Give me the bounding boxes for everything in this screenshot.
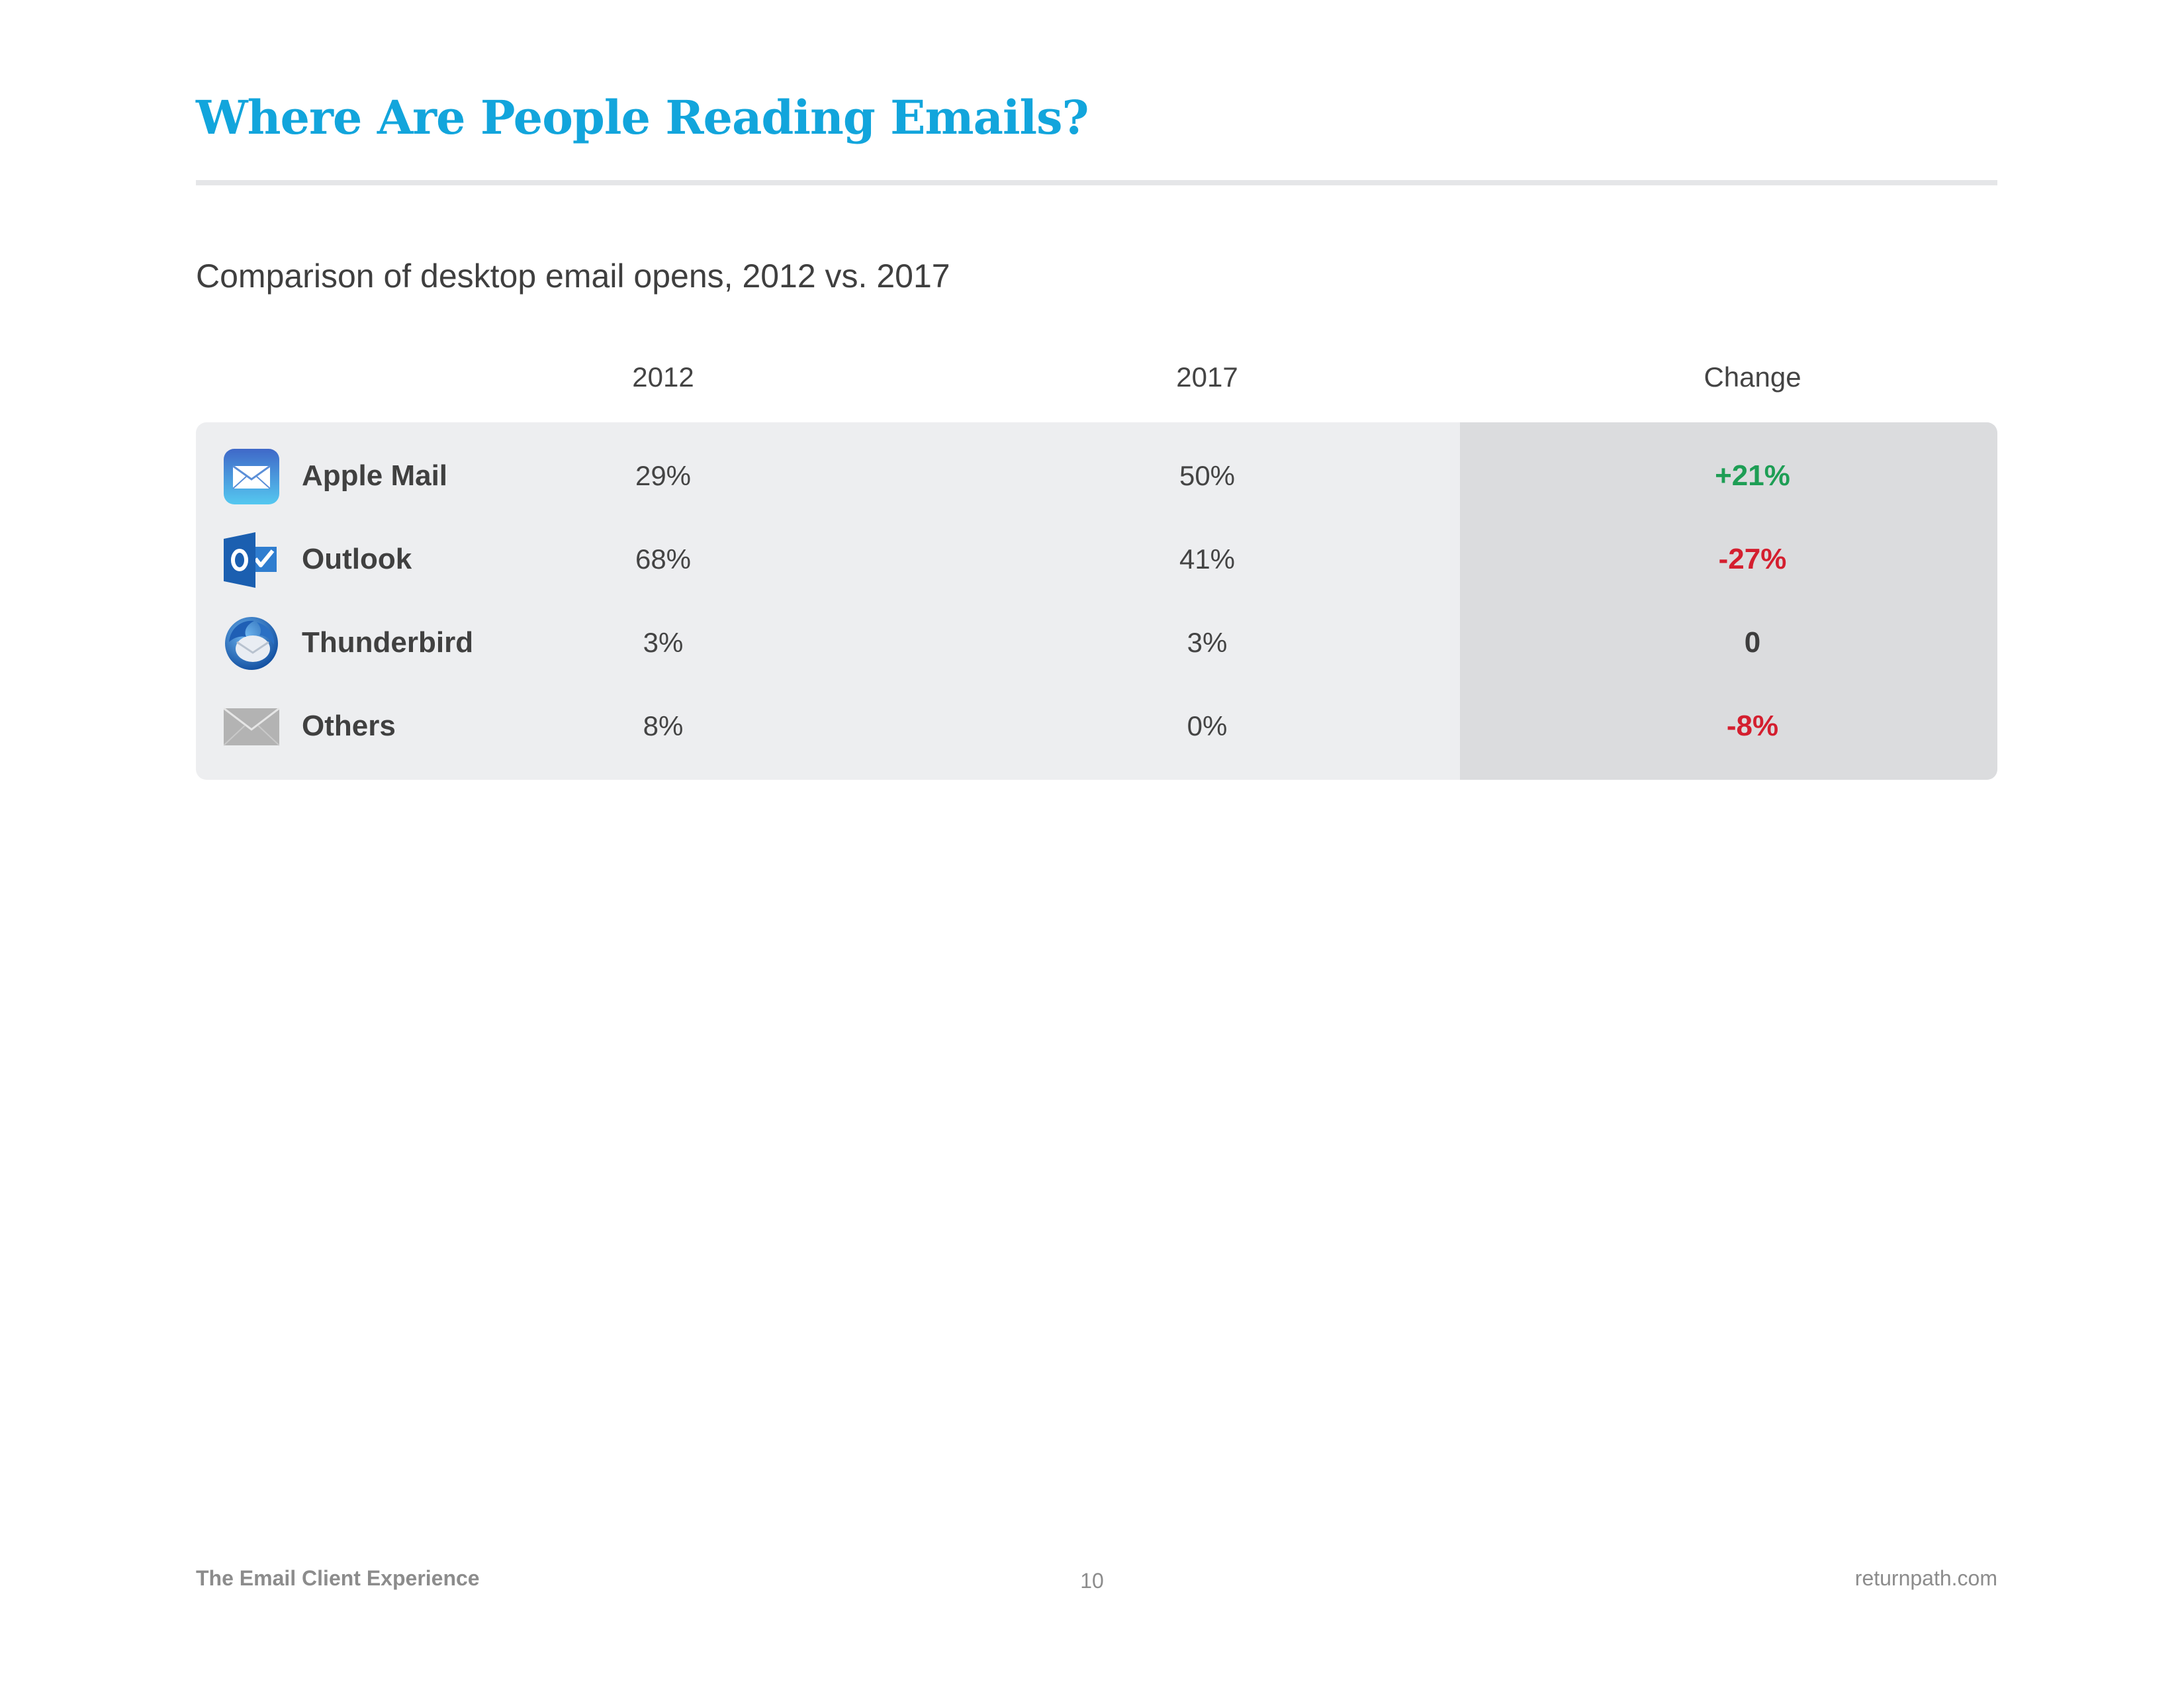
table-row-apple-mail: Apple Mail 29% 50% +21% xyxy=(196,434,1997,518)
change-value: -8% xyxy=(1726,710,1779,742)
comparison-table: Apple Mail 29% 50% +21% Outlook 68% 41% … xyxy=(196,422,1997,780)
client-name: Thunderbird xyxy=(302,626,474,659)
table-row-outlook: Outlook 68% 41% -27% xyxy=(196,518,1997,601)
value-2017: 0% xyxy=(1187,710,1228,741)
table-row-others: Others 8% 0% -8% xyxy=(196,684,1997,768)
outlook-icon xyxy=(224,532,279,588)
title-divider xyxy=(196,180,1997,185)
change-value: 0 xyxy=(1744,626,1761,659)
table-subtitle: Comparison of desktop email opens, 2012 … xyxy=(196,258,950,295)
value-2012: 3% xyxy=(643,627,684,658)
value-2012: 68% xyxy=(635,543,692,575)
table-row-thunderbird: Thunderbird 3% 3% 0 xyxy=(196,601,1997,684)
column-header-2017: 2017 xyxy=(1176,361,1238,393)
apple-mail-icon xyxy=(224,449,279,504)
value-2012: 29% xyxy=(635,460,692,491)
client-name: Others xyxy=(302,710,396,742)
change-value: -27% xyxy=(1718,543,1787,575)
column-header-2012: 2012 xyxy=(632,361,694,393)
value-2017: 3% xyxy=(1187,627,1228,658)
envelope-icon xyxy=(224,699,279,755)
footer-website: returnpath.com xyxy=(1854,1566,1997,1590)
value-2017: 41% xyxy=(1179,543,1236,575)
client-name: Apple Mail xyxy=(302,459,448,492)
page-number: 10 xyxy=(1080,1569,1104,1593)
change-value: +21% xyxy=(1715,459,1790,492)
column-header-change: Change xyxy=(1704,361,1801,393)
page-title: Where Are People Reading Emails? xyxy=(196,90,1089,145)
value-2012: 8% xyxy=(643,710,684,741)
change-column-background xyxy=(1460,422,1997,780)
value-2017: 50% xyxy=(1179,460,1236,491)
thunderbird-icon xyxy=(224,616,279,671)
footer-document-title: The Email Client Experience xyxy=(196,1566,480,1590)
client-name: Outlook xyxy=(302,543,412,575)
